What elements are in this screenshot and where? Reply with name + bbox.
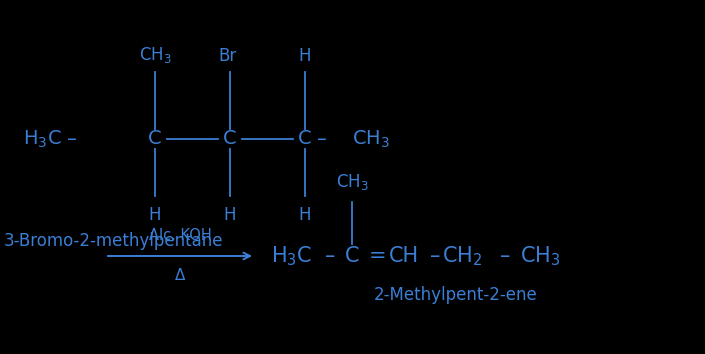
Text: –: – bbox=[67, 130, 77, 148]
Text: Δ: Δ bbox=[175, 268, 185, 283]
Text: 2-Methylpent-2-ene: 2-Methylpent-2-ene bbox=[374, 286, 538, 304]
Text: H: H bbox=[223, 206, 236, 224]
Text: C: C bbox=[345, 246, 360, 266]
Text: –: – bbox=[430, 246, 440, 266]
Text: Alc. KOH: Alc. KOH bbox=[149, 228, 212, 243]
Text: CH: CH bbox=[389, 246, 419, 266]
Text: 3-Bromo-2-methylpentane: 3-Bromo-2-methylpentane bbox=[4, 232, 223, 250]
Text: =: = bbox=[369, 246, 387, 266]
Text: H: H bbox=[299, 206, 311, 224]
Text: H$_3$C: H$_3$C bbox=[271, 244, 312, 268]
Text: C: C bbox=[298, 130, 312, 148]
Text: Br: Br bbox=[219, 47, 237, 65]
Text: C: C bbox=[148, 130, 162, 148]
Text: CH$_3$: CH$_3$ bbox=[139, 45, 171, 65]
Text: –: – bbox=[500, 246, 510, 266]
Text: C: C bbox=[223, 130, 237, 148]
Text: CH$_3$: CH$_3$ bbox=[520, 244, 560, 268]
Text: CH$_3$: CH$_3$ bbox=[336, 172, 369, 192]
Text: –: – bbox=[317, 130, 327, 148]
Text: CH$_3$: CH$_3$ bbox=[352, 129, 390, 150]
Text: H$_3$C: H$_3$C bbox=[23, 129, 62, 150]
Text: H: H bbox=[299, 47, 311, 65]
Text: H: H bbox=[149, 206, 161, 224]
Text: –: – bbox=[325, 246, 335, 266]
Text: CH$_2$: CH$_2$ bbox=[442, 244, 482, 268]
